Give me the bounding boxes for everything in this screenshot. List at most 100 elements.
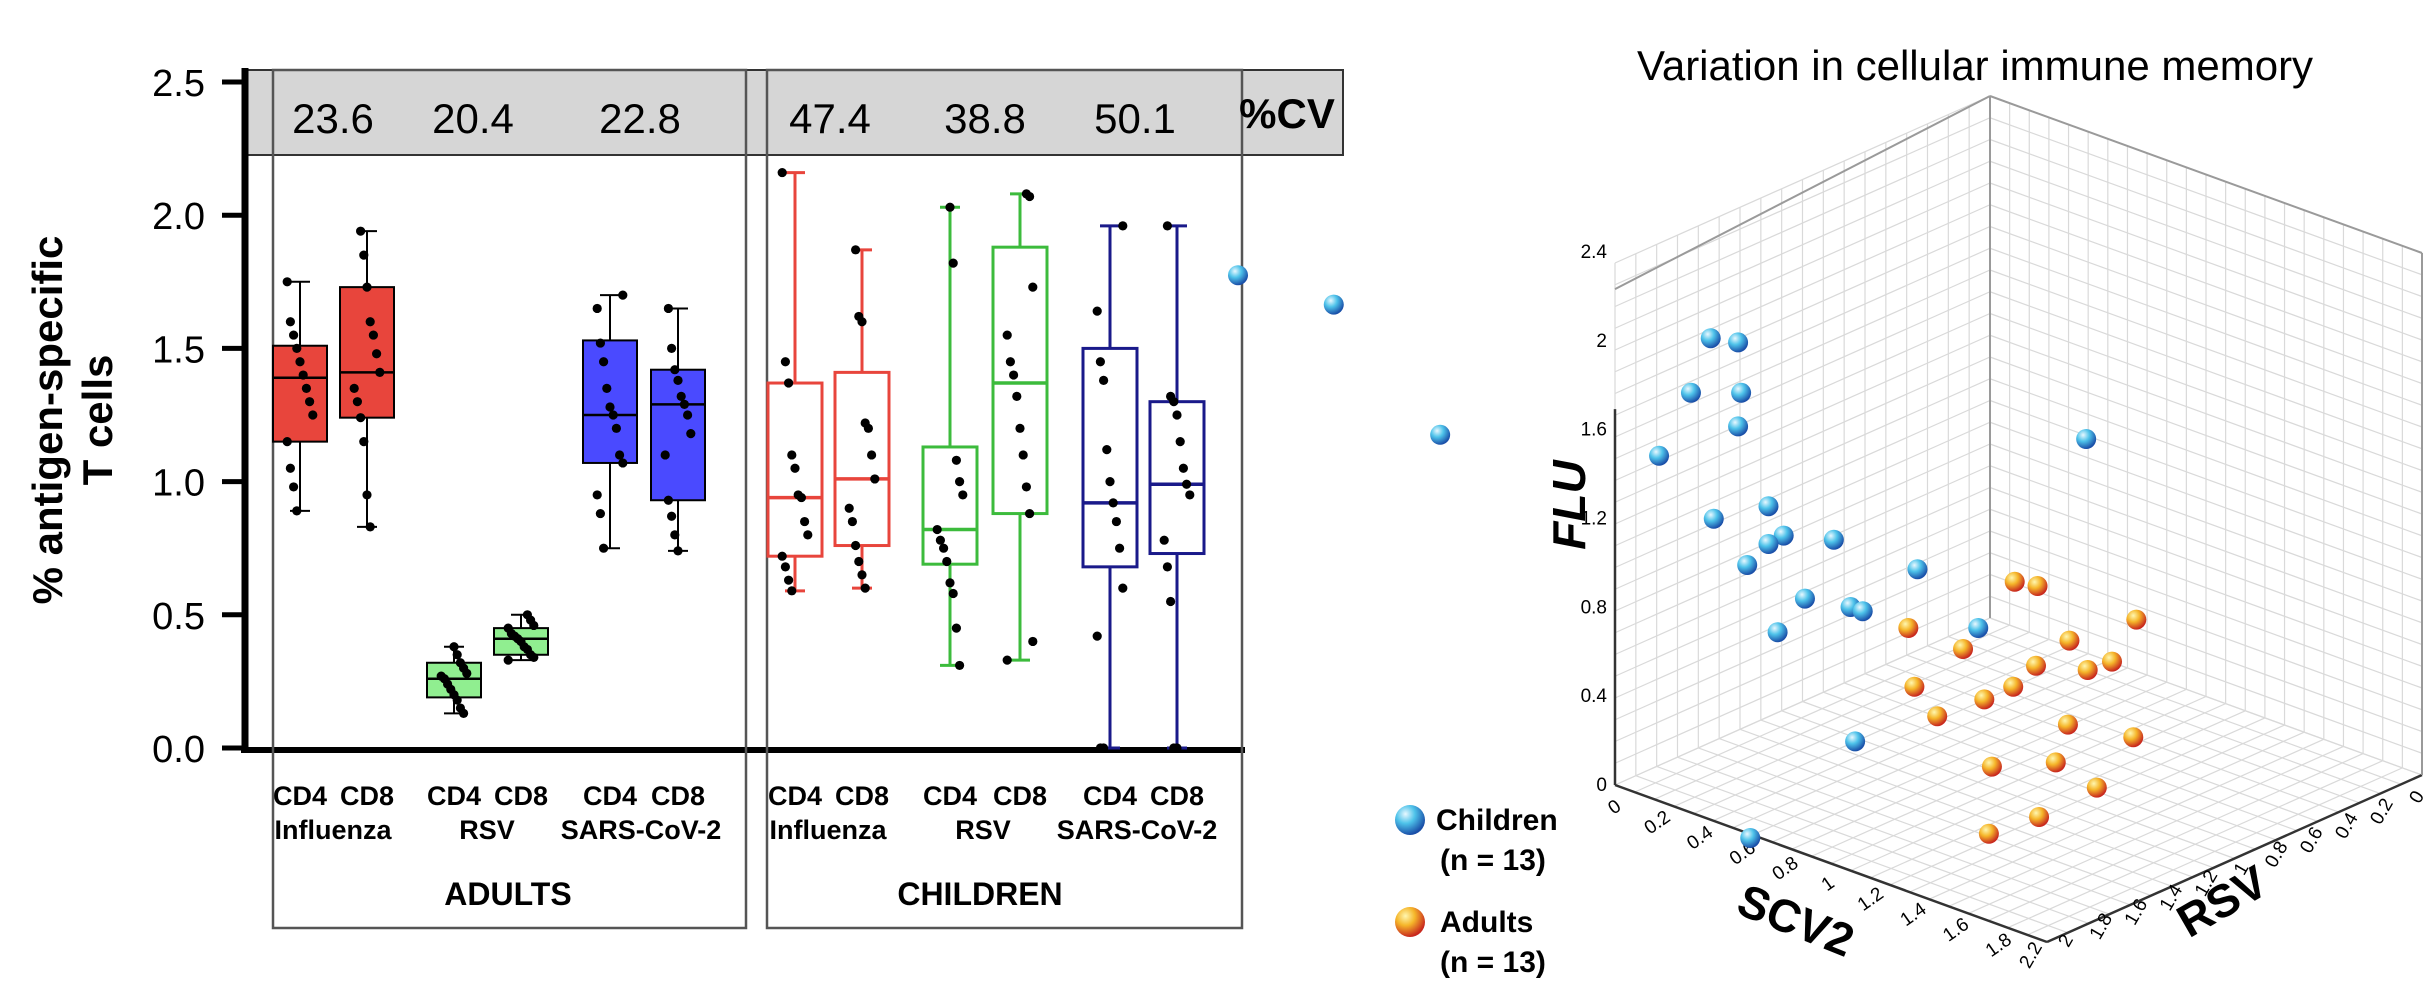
grid-line-xz-horizontal bbox=[1614, 530, 1991, 699]
data-point bbox=[787, 586, 797, 596]
data-point bbox=[1018, 450, 1028, 460]
data-point bbox=[939, 543, 949, 553]
child-point bbox=[1773, 525, 1794, 546]
adult-point bbox=[2045, 752, 2066, 773]
child-point bbox=[2076, 429, 2097, 449]
data-point bbox=[679, 399, 690, 409]
data-point bbox=[592, 490, 602, 500]
data-point bbox=[359, 437, 369, 447]
data-point bbox=[362, 490, 372, 500]
child-point bbox=[1740, 828, 1761, 848]
data-point bbox=[676, 391, 686, 401]
child-point bbox=[1823, 529, 1844, 550]
data-point bbox=[670, 365, 680, 375]
cv-label: %CV bbox=[1239, 90, 1335, 137]
data-point bbox=[1025, 191, 1035, 202]
data-point bbox=[780, 357, 791, 367]
wall-edge bbox=[1614, 95, 1991, 290]
y-tick-label: 2.2 bbox=[2016, 939, 2047, 972]
grid-line-yz-horizontal bbox=[1989, 182, 2423, 341]
data-point bbox=[1182, 479, 1192, 489]
child-point bbox=[1758, 496, 1779, 517]
cv-value: 38.8 bbox=[944, 95, 1026, 142]
adult-point bbox=[2026, 655, 2046, 676]
grid-line-floor bbox=[2027, 767, 2403, 936]
data-point bbox=[605, 402, 615, 412]
data-point bbox=[1002, 655, 1012, 665]
adult-point bbox=[1953, 639, 1974, 659]
y-tick-label: 2.0 bbox=[152, 196, 205, 238]
grid-line-xz-horizontal bbox=[1614, 552, 1991, 721]
cell-label: CD4 bbox=[768, 781, 822, 811]
child-point bbox=[1228, 265, 1248, 286]
scatter-title: Variation in cellular immune memory bbox=[1637, 42, 2313, 89]
adult-point bbox=[1974, 689, 1995, 710]
grid-line-yz-horizontal bbox=[1989, 421, 2423, 580]
adult-point bbox=[2086, 777, 2107, 798]
box-cd4-rsv bbox=[426, 642, 482, 718]
data-point bbox=[285, 317, 295, 327]
grid-line-xz-horizontal bbox=[1614, 95, 1991, 264]
x-tick-label: 0.8 bbox=[1769, 853, 1803, 885]
child-point bbox=[1700, 328, 1721, 349]
box-cd4-sars-cov-2 bbox=[582, 290, 638, 553]
child-point bbox=[1728, 332, 1749, 353]
data-point bbox=[1105, 477, 1115, 487]
data-point bbox=[375, 367, 385, 377]
data-point bbox=[595, 508, 606, 519]
y-tick-label: 0.8 bbox=[2261, 838, 2292, 871]
grid-line-yz-horizontal bbox=[1989, 160, 2423, 319]
grid-line-xz-horizontal bbox=[1614, 595, 1991, 764]
cv-value: 20.4 bbox=[432, 95, 514, 142]
wall-edge bbox=[1989, 95, 2423, 254]
boxplot-panel: % antigen-specific T cells 0.0 0.5 1.0 1.5 2… bbox=[24, 63, 1344, 930]
legend-label-adults: Adults bbox=[1440, 906, 1533, 939]
grid-line-floor bbox=[1614, 617, 1991, 786]
z-axis-title: FLU bbox=[1543, 459, 1595, 550]
data-point bbox=[599, 543, 609, 553]
data-point bbox=[860, 583, 870, 593]
grid-line-xz-horizontal bbox=[1614, 573, 1991, 743]
grid-line-floor bbox=[1889, 717, 2266, 886]
data-point bbox=[301, 383, 311, 393]
data-point bbox=[1108, 498, 1118, 508]
child-point bbox=[1968, 618, 1989, 638]
x-tick-label: 1.2 bbox=[1854, 883, 1888, 915]
data-point bbox=[618, 290, 628, 300]
data-point bbox=[1118, 221, 1128, 231]
y-axis-title-line2: T cells bbox=[74, 355, 121, 486]
grid-line-yz-horizontal bbox=[1989, 334, 2423, 493]
data-point bbox=[368, 330, 378, 340]
cv-band bbox=[244, 69, 1344, 156]
data-point bbox=[1162, 562, 1172, 572]
data-point bbox=[602, 383, 612, 393]
grid-line-yz-horizontal bbox=[1989, 595, 2423, 754]
group-frame bbox=[271, 68, 748, 930]
legend-n-adults: (n = 13) bbox=[1440, 946, 1546, 979]
data-point bbox=[595, 338, 606, 348]
grid-line-floor bbox=[1732, 660, 2109, 829]
data-point bbox=[292, 506, 302, 516]
data-point bbox=[942, 556, 952, 567]
data-point bbox=[611, 423, 622, 433]
x-axis-title: SCV2 bbox=[1731, 874, 1862, 967]
cv-value: 47.4 bbox=[789, 95, 871, 142]
data-point bbox=[365, 317, 375, 327]
data-point bbox=[1162, 221, 1172, 231]
adult-point bbox=[2057, 714, 2078, 735]
data-point bbox=[867, 450, 877, 460]
data-point bbox=[308, 410, 318, 420]
box-iqr bbox=[991, 245, 1049, 516]
data-point bbox=[592, 303, 602, 314]
y-axis-title-line1: % antigen-specific bbox=[24, 236, 71, 605]
child-point bbox=[1852, 601, 1873, 622]
data-point bbox=[1185, 490, 1195, 500]
grid-line-yz-horizontal bbox=[1989, 204, 2423, 363]
data-point bbox=[1009, 370, 1019, 380]
grid-line-yz-horizontal bbox=[1989, 312, 2423, 472]
data-point bbox=[955, 660, 965, 671]
grid-line-floor bbox=[1693, 645, 2069, 815]
scatter3d-panel: Variation in cellular immune memory 0 0.4… bbox=[1228, 42, 2429, 979]
data-point bbox=[784, 378, 794, 388]
